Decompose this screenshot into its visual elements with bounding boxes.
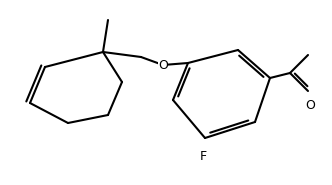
Text: F: F [200, 150, 207, 163]
Text: O: O [305, 99, 315, 112]
Text: O: O [158, 58, 168, 71]
